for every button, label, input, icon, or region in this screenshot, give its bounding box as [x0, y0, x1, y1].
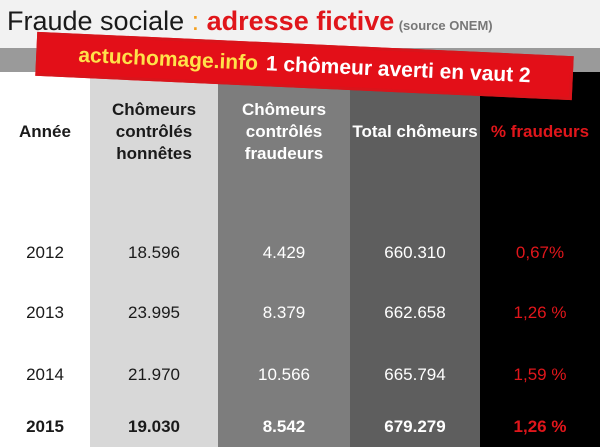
cell-year-2012: 2012 [26, 243, 64, 262]
column-percent: % fraudeurs 0,67% 1,26 % 1,59 % 1,26 % [480, 72, 600, 447]
column-total: Total chômeurs 660.310 662.658 665.794 6… [350, 72, 480, 447]
cell-total-2013: 662.658 [384, 303, 446, 322]
stamp-site-link: actuchomage.info [77, 43, 259, 75]
cell-percent-2014: 1,59 % [513, 365, 567, 384]
cell-fraud-2012: 4.429 [262, 243, 306, 262]
header-honest: Chômeurs contrôlés honnêtes [111, 100, 197, 163]
cell-honest-2015: 19.030 [128, 417, 180, 436]
cell-total-2014: 665.794 [384, 365, 446, 384]
cell-year-2013: 2013 [26, 303, 64, 322]
cell-percent-2013: 1,26 % [513, 303, 567, 322]
cell-percent-2015: 1,26 % [513, 417, 567, 436]
title-main: Fraude sociale [7, 6, 185, 36]
column-year: Année 2012 2013 2014 2015 [0, 72, 90, 447]
page-title: Fraude sociale : adresse fictive (source… [7, 6, 493, 37]
cell-honest-2014: 21.970 [128, 365, 180, 384]
cell-total-2012: 660.310 [384, 243, 446, 262]
cell-year-2015: 2015 [26, 417, 64, 436]
title-highlight: adresse fictive [206, 6, 395, 36]
header-fraud: Chômeurs contrôlés fraudeurs [241, 100, 327, 163]
cell-percent-2012: 0,67% [515, 243, 565, 262]
column-honest: Chômeurs contrôlés honnêtes 18.596 23.99… [90, 72, 218, 447]
stamp-slogan: 1 chômeur averti en vaut 2 [265, 52, 532, 88]
cell-year-2014: 2014 [26, 365, 64, 384]
header-total: Total chômeurs [352, 122, 478, 141]
cell-fraud-2015: 8.542 [262, 417, 306, 436]
column-fraud: Chômeurs contrôlés fraudeurs 4.429 8.379… [218, 72, 350, 447]
title-separator: : [184, 6, 207, 36]
header-percent: % fraudeurs [490, 122, 590, 141]
cell-honest-2013: 23.995 [128, 303, 180, 322]
cell-total-2015: 679.279 [384, 417, 446, 436]
cell-fraud-2014: 10.566 [258, 365, 310, 384]
cell-fraud-2013: 8.379 [262, 303, 306, 322]
header-year: Année [19, 122, 71, 141]
title-source: (source ONEM) [398, 18, 493, 33]
cell-honest-2012: 18.596 [128, 243, 180, 262]
